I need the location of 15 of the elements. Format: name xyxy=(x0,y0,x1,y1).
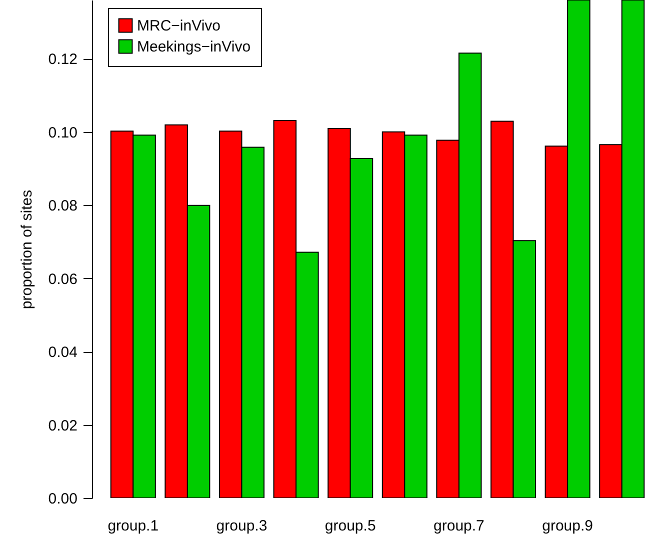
x-tick-label: group.9 xyxy=(542,518,594,534)
y-axis-title: proportion of sites xyxy=(18,190,36,310)
x-tick-label: group.5 xyxy=(324,518,376,534)
x-tick-label: group.3 xyxy=(216,518,268,534)
y-tick-label: 0.06 xyxy=(48,270,78,288)
y-tick-label: 0.04 xyxy=(48,344,78,362)
y-tick-label: 0.02 xyxy=(48,417,78,434)
y-tick-label: 0.08 xyxy=(48,198,78,215)
legend-label: Meekings−inVivo xyxy=(137,38,251,56)
legend-label: MRC−inVivo xyxy=(137,18,221,34)
y-tick-label: 0.12 xyxy=(48,51,78,68)
x-tick-label: group.1 xyxy=(108,518,159,534)
x-tick-label: group.7 xyxy=(434,518,484,534)
y-tick-label: 0.10 xyxy=(48,124,78,142)
y-tick-label: 0.00 xyxy=(48,490,78,508)
